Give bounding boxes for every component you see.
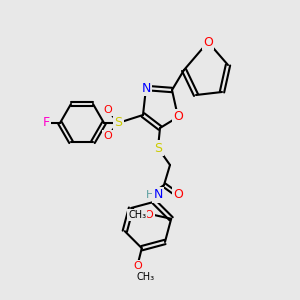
Text: S: S — [114, 116, 122, 130]
Text: CH₃: CH₃ — [137, 272, 155, 282]
Text: CH₃: CH₃ — [128, 210, 146, 220]
Text: O: O — [103, 131, 112, 141]
Text: O: O — [203, 35, 213, 49]
Text: S: S — [154, 142, 162, 154]
Text: O: O — [145, 210, 154, 220]
Text: O: O — [173, 188, 183, 202]
Text: O: O — [134, 261, 142, 271]
Text: O: O — [173, 110, 183, 124]
Text: N: N — [141, 82, 151, 94]
Text: F: F — [42, 116, 50, 130]
Text: H: H — [146, 190, 154, 200]
Text: N: N — [153, 188, 163, 202]
Text: O: O — [103, 105, 112, 115]
